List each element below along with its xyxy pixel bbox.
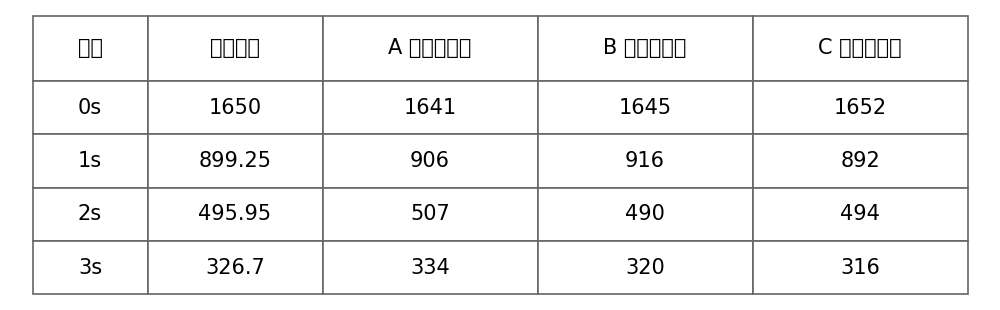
Bar bbox=[753, 134, 968, 188]
Text: 316: 316 bbox=[840, 258, 880, 277]
Text: 2s: 2s bbox=[78, 204, 102, 224]
Text: A 相实测距离: A 相实测距离 bbox=[388, 38, 472, 58]
Bar bbox=[322, 16, 538, 81]
Bar bbox=[33, 241, 148, 294]
Text: 490: 490 bbox=[625, 204, 665, 224]
Text: 495.95: 495.95 bbox=[198, 204, 272, 224]
Bar bbox=[322, 241, 538, 294]
Bar bbox=[322, 188, 538, 241]
Text: B 相实测距离: B 相实测距离 bbox=[603, 38, 687, 58]
Text: 334: 334 bbox=[410, 258, 450, 277]
Text: 320: 320 bbox=[625, 258, 665, 277]
Text: 时间: 时间 bbox=[78, 38, 103, 58]
Bar bbox=[33, 134, 148, 188]
Bar bbox=[538, 81, 753, 134]
Bar bbox=[322, 81, 538, 134]
Text: 0s: 0s bbox=[78, 98, 102, 117]
Text: 326.7: 326.7 bbox=[205, 258, 265, 277]
Text: 理论距离: 理论距离 bbox=[210, 38, 260, 58]
Bar bbox=[33, 16, 148, 81]
Bar bbox=[753, 81, 968, 134]
Text: 1652: 1652 bbox=[833, 98, 887, 117]
Bar bbox=[538, 241, 753, 294]
Bar bbox=[33, 81, 148, 134]
Text: 3s: 3s bbox=[78, 258, 102, 277]
Text: 1641: 1641 bbox=[403, 98, 457, 117]
Text: C 相实测距离: C 相实测距离 bbox=[818, 38, 902, 58]
Text: 494: 494 bbox=[840, 204, 880, 224]
Bar bbox=[148, 16, 322, 81]
Text: 916: 916 bbox=[625, 151, 665, 171]
Text: 906: 906 bbox=[410, 151, 450, 171]
Bar bbox=[148, 134, 322, 188]
Bar bbox=[148, 188, 322, 241]
Text: 1650: 1650 bbox=[208, 98, 262, 117]
Bar bbox=[538, 188, 753, 241]
Bar bbox=[753, 188, 968, 241]
Bar bbox=[538, 134, 753, 188]
Text: 1645: 1645 bbox=[618, 98, 672, 117]
Bar bbox=[538, 16, 753, 81]
Bar bbox=[33, 188, 148, 241]
Bar bbox=[148, 241, 322, 294]
Bar bbox=[753, 241, 968, 294]
Text: 892: 892 bbox=[840, 151, 880, 171]
Text: 899.25: 899.25 bbox=[199, 151, 272, 171]
Text: 1s: 1s bbox=[78, 151, 102, 171]
Bar bbox=[753, 16, 968, 81]
Text: 507: 507 bbox=[410, 204, 450, 224]
Bar bbox=[148, 81, 322, 134]
Bar bbox=[322, 134, 538, 188]
